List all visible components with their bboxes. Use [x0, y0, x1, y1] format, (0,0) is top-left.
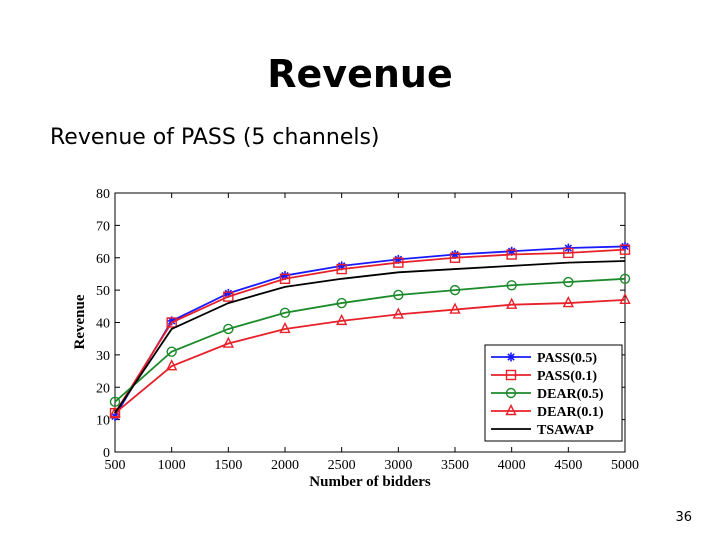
data-point-pass-0-5-stroke	[224, 289, 233, 298]
series-lines	[109, 241, 631, 421]
series-line-dear-0-5	[114, 277, 626, 403]
legend-marker-pass-0-1	[505, 369, 517, 381]
data-point-pass-0-5-stroke	[451, 250, 459, 259]
slide-title: Revenue	[267, 52, 453, 96]
data-point-dear-0-5	[336, 297, 347, 309]
y-tick-label: 70	[96, 219, 110, 234]
legend-label-pass-0-1: PASS(0.1)	[537, 369, 597, 384]
data-point-pass-0-1	[449, 252, 461, 263]
data-point-pass-0-5-stroke	[394, 255, 403, 264]
data-point-dear-0-5	[223, 323, 234, 335]
y-tick-label: 30	[96, 349, 110, 364]
data-point-pass-0-5	[337, 261, 347, 271]
data-point-dear-0-1	[222, 336, 234, 348]
y-tick-label: 40	[96, 317, 110, 332]
data-point-pass-0-1	[393, 257, 404, 268]
data-point-pass-0-1	[166, 317, 177, 328]
legend-marker-pass-0-5	[506, 352, 516, 362]
x-tick-label: 500	[105, 458, 126, 473]
data-point-pass-0-5-stroke	[621, 242, 629, 251]
data-point-pass-0-1	[506, 249, 517, 260]
y-axis-label: Revenue	[72, 294, 88, 349]
data-point-dear-0-5	[619, 273, 631, 284]
data-point-dear-0-1	[336, 313, 348, 326]
legend-marker-dear-0-1	[505, 403, 517, 416]
x-tick-label: 1000	[158, 458, 186, 473]
data-point-dear-0-1	[392, 307, 404, 319]
data-point-pass-0-1	[279, 273, 291, 284]
revenue-line-chart: 0 10 20 30 40 50 60 70 80 500 1000 1500 2000 2500 3000…	[72, 187, 639, 490]
legend-marker-pass-0-5-stroke	[507, 353, 515, 361]
data-point-pass-0-5-stroke	[167, 317, 176, 325]
y-tick-label: 80	[96, 187, 110, 202]
y-tick-label: 60	[96, 252, 110, 267]
data-point-pass-0-5	[393, 254, 403, 264]
legend-label-dear-0-1: DEAR(0.1)	[537, 405, 604, 420]
series-line-pass-0-5	[114, 245, 626, 417]
data-point-pass-0-5-stroke	[507, 247, 516, 255]
data-point-dear-0-5	[279, 307, 291, 318]
data-point-dear-0-1	[562, 296, 574, 308]
data-point-pass-0-5	[280, 271, 290, 281]
legend-label-pass-0-5: PASS(0.5)	[537, 351, 597, 366]
data-point-pass-0-5	[450, 250, 460, 260]
data-point-dear-0-1	[449, 302, 461, 314]
y-tick-label: 0	[103, 446, 110, 461]
x-tick-label: 3500	[441, 458, 469, 473]
x-axis-label: Number of bidders	[309, 474, 431, 490]
x-tick-label: 4000	[498, 458, 526, 473]
x-tick-label: 3000	[384, 458, 412, 473]
legend-label-dear-0-5: DEAR(0.5)	[537, 387, 604, 402]
data-point-dear-0-5	[449, 284, 461, 296]
data-point-dear-0-5	[166, 346, 177, 357]
data-point-dear-0-1	[506, 297, 518, 309]
data-point-dear-0-1	[619, 292, 631, 305]
data-point-dear-0-1	[279, 321, 291, 334]
data-point-pass-0-5-stroke	[281, 271, 289, 280]
x-tick-label: 5000	[611, 458, 639, 473]
x-tick-label: 2000	[271, 458, 299, 473]
data-point-pass-0-1	[223, 291, 234, 302]
data-point-pass-0-1	[563, 247, 574, 259]
data-point-pass-0-5-stroke	[337, 262, 346, 270]
data-point-dear-0-5	[506, 280, 517, 291]
series-line-dear-0-1	[114, 298, 626, 414]
x-tick-label: 4500	[554, 458, 582, 473]
data-point-pass-0-5	[620, 241, 630, 251]
data-point-dear-0-5	[393, 289, 404, 301]
legend: PASS(0.5) PASS(0.1) DEAR(0.5) DEAR(0.1) TSAW…	[484, 344, 623, 442]
y-tick-label: 10	[96, 414, 110, 429]
data-point-dear-0-1	[109, 406, 121, 418]
data-point-pass-0-1	[619, 244, 631, 255]
x-tick-label: 1500	[214, 458, 242, 473]
legend-label-tsawap: TSAWAP	[537, 423, 594, 438]
x-tick-label: 2500	[328, 458, 356, 473]
data-point-dear-0-1	[166, 359, 178, 371]
series-line-tsawap	[114, 260, 626, 414]
y-tick-label: 20	[96, 381, 110, 396]
legend-marker-dear-0-5	[505, 387, 517, 399]
page-number: 36	[675, 510, 692, 525]
data-point-dear-0-5	[563, 276, 574, 288]
data-point-pass-0-1	[336, 263, 347, 275]
y-tick-label: 50	[96, 284, 110, 299]
slide-subtitle: Revenue of PASS (5 channels)	[50, 125, 380, 150]
series-line-pass-0-1	[114, 248, 626, 414]
axes: 0 10 20 30 40 50 60 70 80 500 1000 1500 2000 2500 3000…	[96, 187, 639, 473]
